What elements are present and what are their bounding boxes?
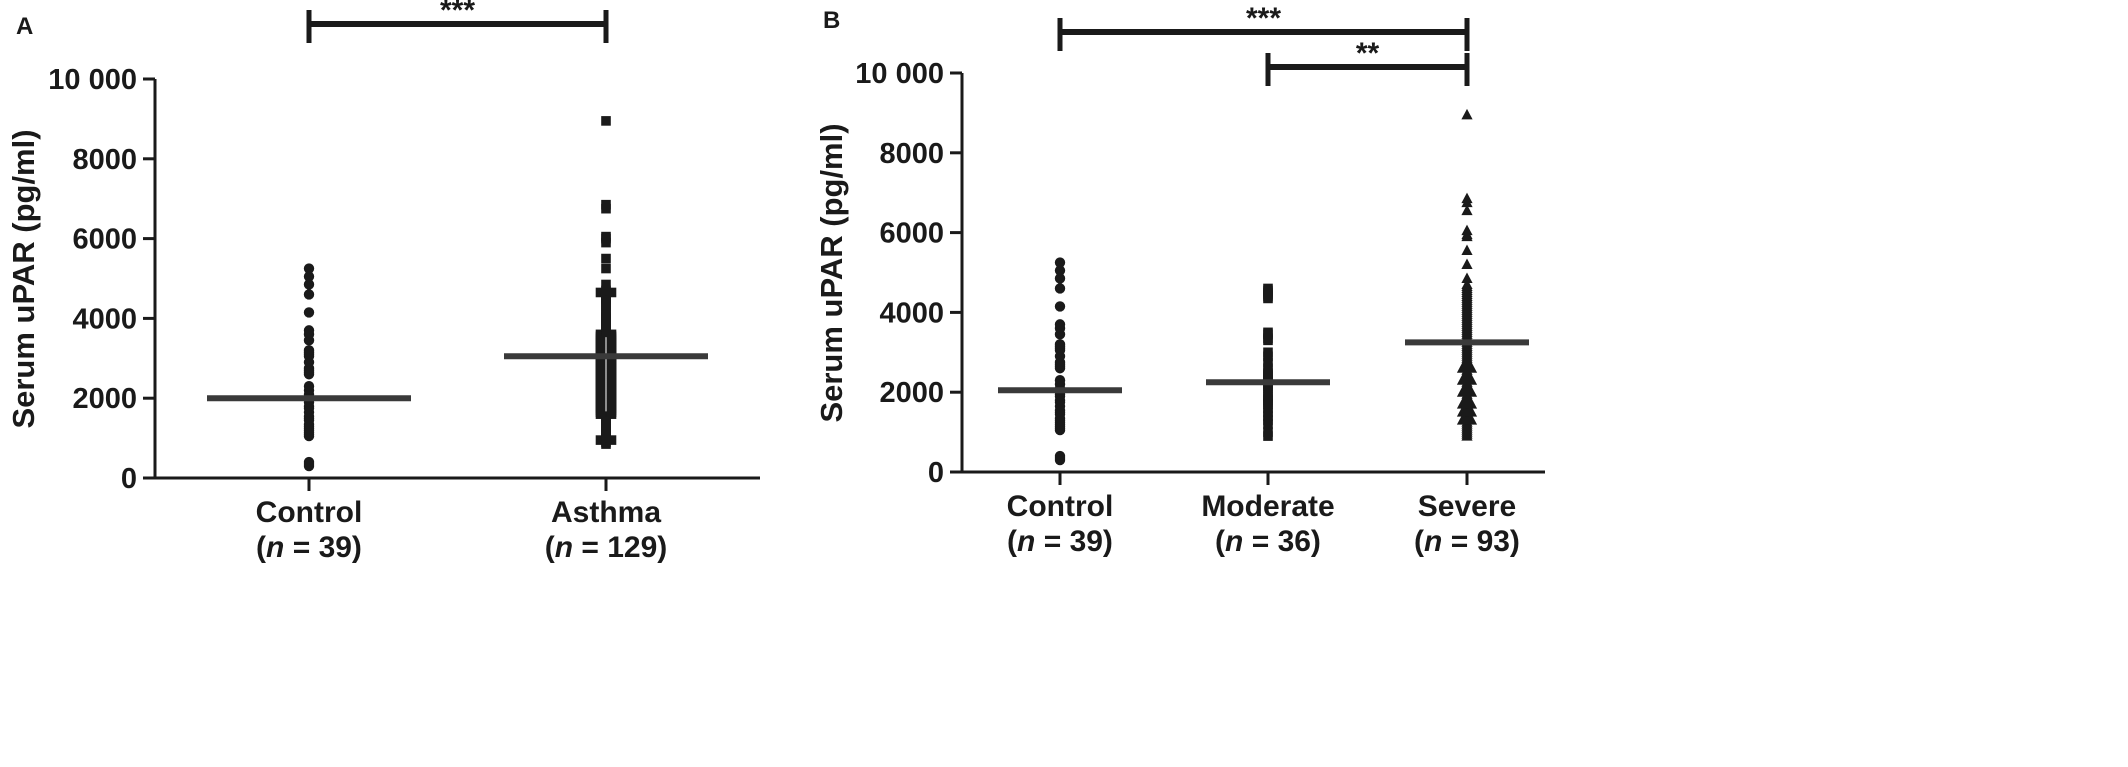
data-point [1263, 357, 1273, 368]
y-tick-label: 2000 [72, 383, 137, 415]
data-point [601, 263, 611, 274]
data-point [303, 307, 315, 318]
data-point [303, 279, 315, 290]
x-category-n: (n = 93) [1414, 525, 1520, 558]
data-point [1263, 347, 1273, 358]
panel-label: A [16, 13, 33, 40]
data-point [601, 199, 611, 210]
data-point [601, 231, 611, 242]
data-point [1054, 450, 1066, 462]
y-tick-label: 8000 [879, 138, 944, 170]
y-tick-label: 8000 [72, 144, 137, 176]
data-point [595, 329, 606, 340]
data-point [303, 271, 315, 282]
data-point [595, 435, 606, 445]
x-category-label: Moderate [1201, 490, 1334, 523]
data-point [1054, 257, 1066, 268]
data-point [595, 287, 606, 298]
y-tick-label: 10 000 [48, 64, 137, 96]
y-tick-label: 6000 [879, 218, 944, 250]
x-category-label: Control [256, 496, 363, 529]
significance-label: *** [1246, 2, 1281, 35]
data-point [1461, 278, 1473, 289]
x-category-n: (n = 39) [256, 531, 362, 564]
data-point [1263, 427, 1273, 437]
data-point [601, 279, 611, 290]
y-axis-label: Serum uPAR (pg/ml) [814, 123, 849, 422]
y-tick-label: 0 [121, 463, 137, 495]
significance-label: *** [440, 0, 475, 27]
data-point [303, 325, 315, 336]
data-point [303, 456, 315, 468]
data-point [1263, 283, 1273, 294]
data-point [1054, 319, 1066, 330]
data-point [303, 345, 315, 356]
data-point [601, 285, 611, 296]
data-point [1461, 192, 1473, 204]
data-point [303, 381, 315, 392]
x-category-n: (n = 39) [1007, 525, 1113, 558]
data-point [1054, 375, 1066, 386]
y-tick-label: 4000 [879, 297, 944, 329]
data-point [601, 411, 611, 421]
data-point [601, 253, 611, 264]
y-tick-label: 10 000 [855, 58, 944, 90]
panel-A: A 0 2000 4000 6000 8000 10 000 Serum uPAR (pg/m… [6, 0, 760, 564]
x-category-label: Severe [1418, 490, 1516, 523]
significance-label: ** [1356, 37, 1380, 70]
y-tick-label: 0 [928, 457, 944, 489]
x-category-n: (n = 129) [545, 531, 668, 564]
data-point [1461, 272, 1473, 283]
data-point [1054, 339, 1066, 350]
panel-B: B 0 2000 4000 6000 8000 10 000 Serum uPAR (pg/m… [814, 2, 1545, 558]
data-point [1263, 327, 1273, 338]
data-point [303, 263, 315, 274]
panel-label: B [823, 7, 840, 34]
data-point [1461, 258, 1473, 270]
x-category-label: Control [1007, 490, 1114, 523]
data-point [1461, 244, 1473, 256]
data-point [601, 116, 611, 126]
y-tick-label: 2000 [879, 377, 944, 409]
data-point [1054, 283, 1066, 294]
data-point [1054, 301, 1066, 312]
data-point [606, 329, 617, 340]
data-point [1461, 224, 1473, 236]
y-tick-label: 6000 [72, 224, 137, 256]
data-point [606, 435, 617, 445]
data-point [1054, 265, 1066, 276]
data-point [1461, 204, 1473, 216]
data-point [606, 287, 617, 298]
x-category-label: Asthma [551, 496, 661, 529]
x-category-n: (n = 36) [1215, 525, 1321, 558]
data-point [1263, 363, 1273, 374]
data-point [303, 289, 315, 300]
data-point [1461, 108, 1473, 120]
y-axis-label: Serum uPAR (pg/ml) [6, 129, 41, 428]
data-point [1054, 273, 1066, 284]
y-tick-label: 4000 [72, 303, 137, 335]
